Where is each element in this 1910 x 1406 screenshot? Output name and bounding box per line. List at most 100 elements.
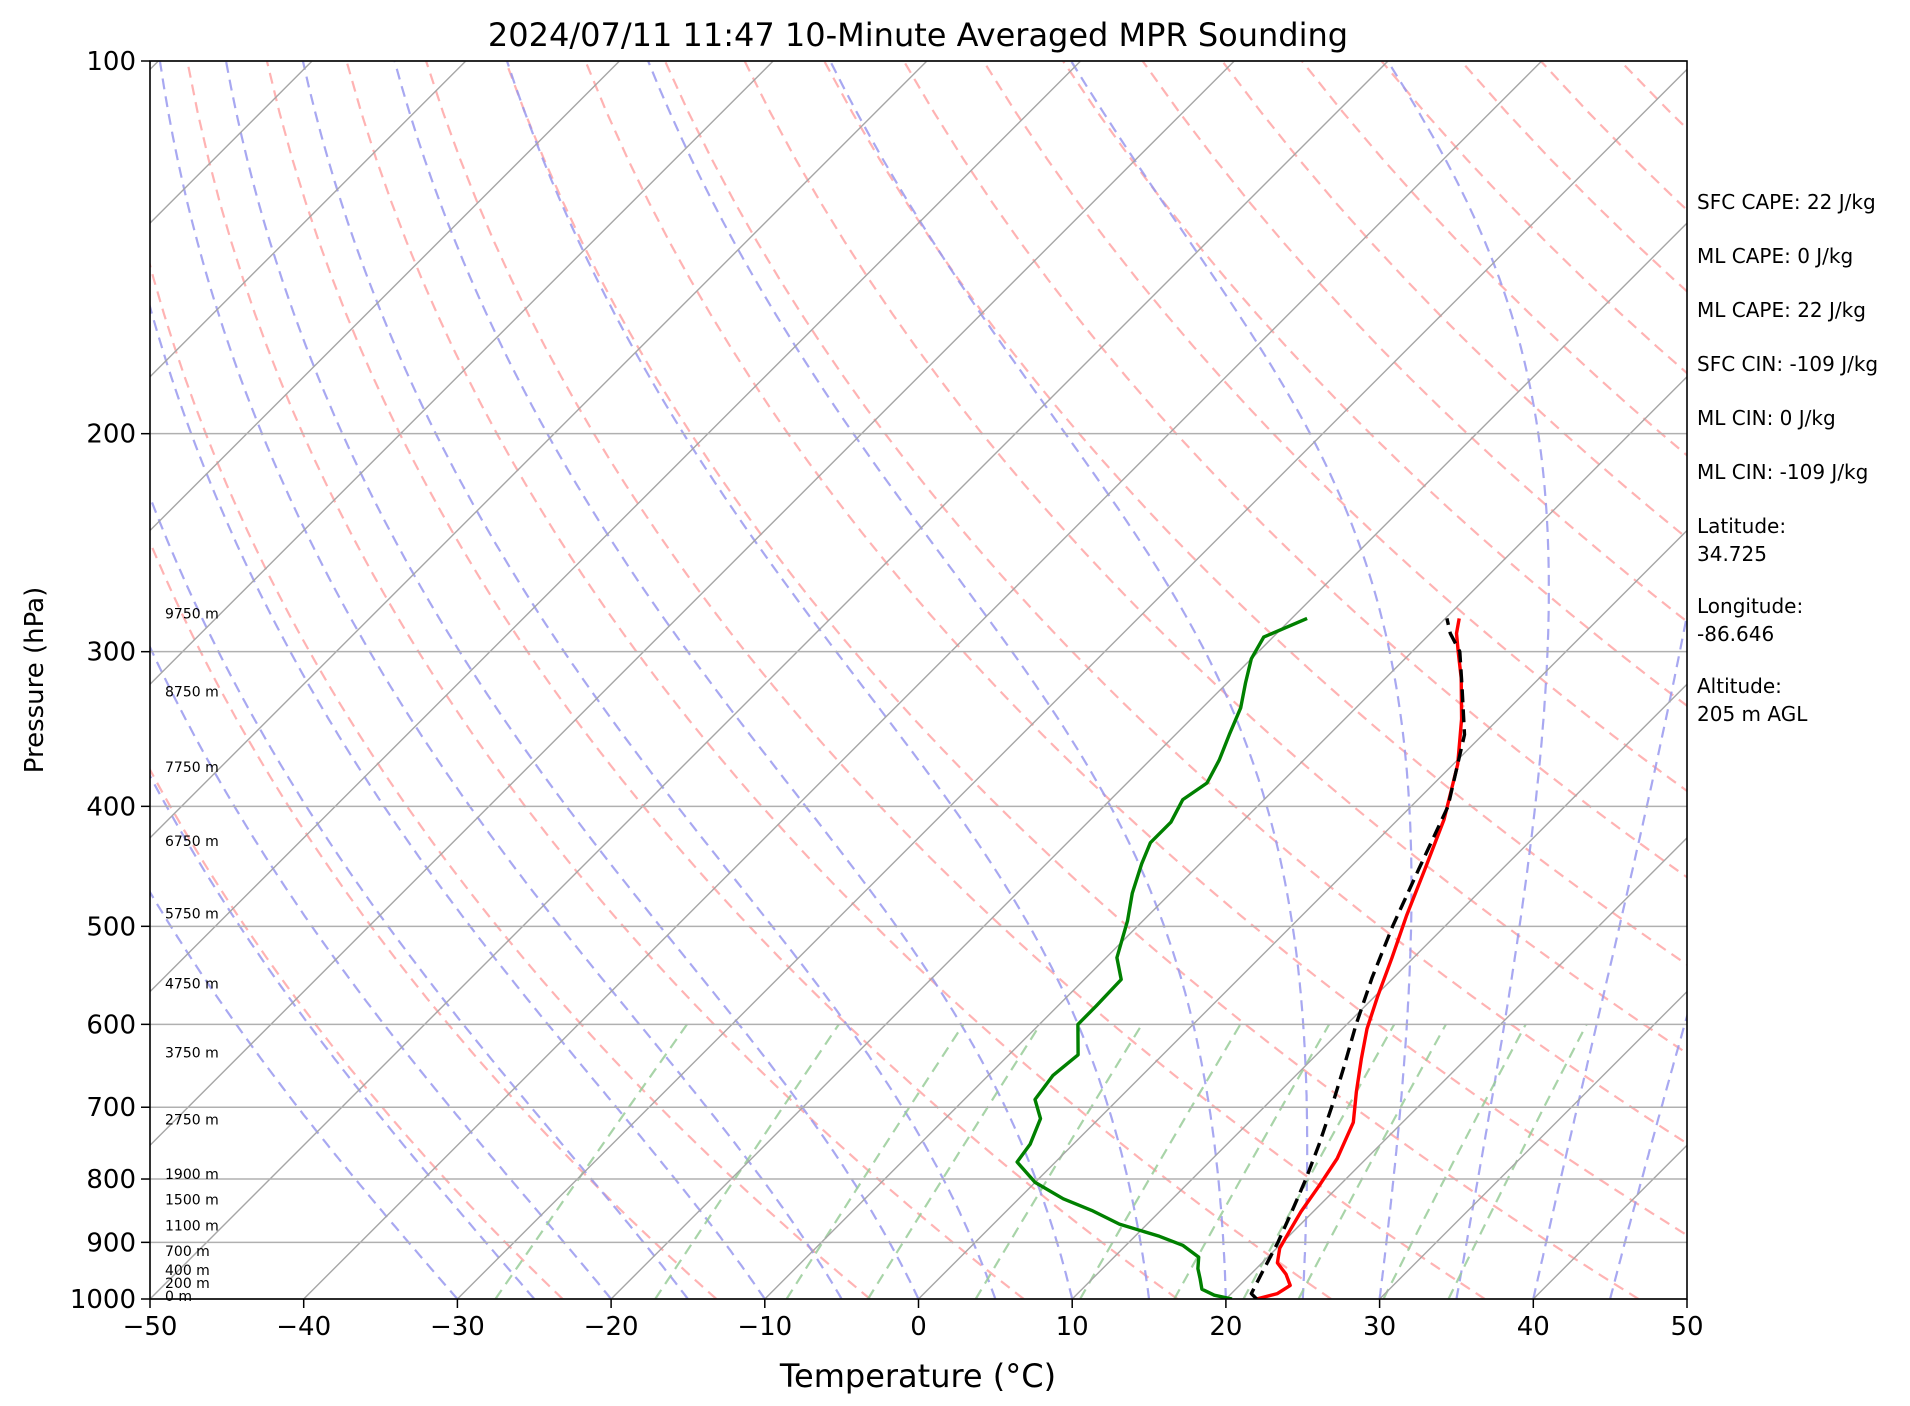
height-label: 400 m xyxy=(165,1263,210,1279)
annotation-text: SFC CIN: -109 J/kg xyxy=(1697,352,1878,376)
moist-adiabat xyxy=(647,61,1227,1299)
height-label: 6750 m xyxy=(165,834,219,850)
height-label: 1500 m xyxy=(165,1193,219,1209)
annotation-text: SFC CAPE: 22 J/kg xyxy=(1697,190,1876,214)
dry-adiabat xyxy=(150,261,871,1299)
x-tick-label: 30 xyxy=(1363,1312,1396,1342)
dry-adiabat xyxy=(982,61,1687,793)
moist-adiabat xyxy=(301,61,997,1299)
x-tick-label: −30 xyxy=(430,1312,485,1342)
mixing-ratio-line xyxy=(974,1023,1143,1299)
y-tick-label: 200 xyxy=(86,420,136,450)
y-axis-ticks: 1000 900 800 700 600 500 400 300 200 100 xyxy=(70,47,150,1315)
x-tick-label: −50 xyxy=(123,1312,178,1342)
dry-adiabat xyxy=(584,61,1687,1237)
moist-adiabat xyxy=(150,890,459,1299)
dry-adiabat xyxy=(743,61,1687,1055)
annotation-text: ML CIN: 0 J/kg xyxy=(1697,406,1836,430)
y-tick-label: 400 xyxy=(86,792,136,822)
chart-title: 2024/07/11 11:47 10-Minute Averaged MPR … xyxy=(488,16,1348,54)
height-label: 200 m xyxy=(165,1276,210,1292)
moist-adiabat xyxy=(1609,1012,1687,1299)
isotherm xyxy=(1379,990,1687,1299)
x-axis-ticks: −50 −40 −30 −20 −10 0 10 20 30 40 50 xyxy=(123,1299,1704,1342)
y-tick-label: 1000 xyxy=(70,1285,136,1315)
moist-adiabat xyxy=(158,61,843,1299)
isotherm xyxy=(150,61,1235,1147)
y-tick-label: 300 xyxy=(86,638,136,668)
height-label: 700 m xyxy=(165,1244,210,1260)
annotation-text: Longitude: xyxy=(1697,594,1803,618)
y-tick-label: 600 xyxy=(86,1010,136,1040)
mixing-ratio-line xyxy=(1079,1023,1242,1299)
isotherm xyxy=(764,375,1687,1299)
x-tick-label: −40 xyxy=(276,1312,331,1342)
x-tick-label: 0 xyxy=(910,1312,927,1342)
x-tick-label: 10 xyxy=(1056,1312,1089,1342)
dry-adiabat xyxy=(1062,61,1687,708)
mixing-ratio-line xyxy=(867,1023,1042,1299)
x-tick-label: 40 xyxy=(1517,1312,1550,1342)
y-tick-label: 900 xyxy=(86,1228,136,1258)
isotherm xyxy=(1071,683,1687,1299)
annotation-text: ML CAPE: 0 J/kg xyxy=(1697,244,1853,268)
isotherm xyxy=(1225,836,1687,1299)
annotation-text: 205 m AGL xyxy=(1697,702,1808,726)
x-tick-label: −10 xyxy=(737,1312,792,1342)
dry-adiabat xyxy=(823,61,1687,966)
dry-adiabat xyxy=(186,61,1025,1299)
height-label: 1100 m xyxy=(165,1218,219,1234)
isotherm xyxy=(150,61,774,686)
moist-adiabat xyxy=(150,773,536,1299)
moist-adiabat xyxy=(150,644,612,1299)
height-label: 8750 m xyxy=(165,685,219,701)
isotherm xyxy=(150,61,620,532)
height-label: 4750 m xyxy=(165,976,219,992)
x-tick-label: 50 xyxy=(1670,1312,1703,1342)
temperature-line xyxy=(1256,618,1464,1299)
sounding-series xyxy=(1015,616,1467,1299)
moist-adiabat xyxy=(505,61,1151,1299)
height-label: 5750 m xyxy=(165,907,219,923)
moist-adiabat xyxy=(1532,609,1687,1299)
y-tick-label: 700 xyxy=(86,1093,136,1123)
dry-adiabat xyxy=(150,539,718,1299)
dewpoint-line xyxy=(1015,616,1308,1299)
isotherm xyxy=(918,529,1687,1299)
annotation-text: ML CAPE: 22 J/kg xyxy=(1697,298,1866,322)
isotherm xyxy=(150,61,1389,1299)
moist-adiabat xyxy=(1386,61,1550,1299)
background-lines xyxy=(150,61,1687,1299)
y-tick-label: 800 xyxy=(86,1165,136,1195)
parcel-line xyxy=(1249,618,1467,1299)
isotherm xyxy=(456,68,1687,1299)
x-tick-label: −20 xyxy=(584,1312,639,1342)
isotherm xyxy=(150,61,467,378)
dry-adiabat xyxy=(345,61,1332,1299)
moist-adiabat xyxy=(150,302,766,1299)
annotation-text: Altitude: xyxy=(1697,674,1782,698)
dry-adiabat xyxy=(265,61,1179,1299)
y-axis-label: Pressure (hPa) xyxy=(20,587,50,774)
height-label: 9750 m xyxy=(165,607,219,623)
annotation-text: -86.646 xyxy=(1697,622,1774,646)
x-tick-label: 20 xyxy=(1209,1312,1242,1342)
isotherm xyxy=(150,61,928,839)
annotation-text: ML CIN: -109 J/kg xyxy=(1697,460,1868,484)
isotherm xyxy=(610,222,1687,1299)
height-label: 2750 m xyxy=(165,1112,219,1128)
height-label: 7750 m xyxy=(165,760,219,776)
moist-adiabat xyxy=(150,494,689,1299)
moist-adiabat xyxy=(224,61,920,1299)
dry-adiabat xyxy=(663,61,1687,1145)
isotherm xyxy=(150,61,1082,993)
moist-adiabat xyxy=(829,61,1309,1299)
height-label: 1900 m xyxy=(165,1167,219,1183)
annotation-text: 34.725 xyxy=(1697,542,1767,566)
height-label: 0 m xyxy=(165,1289,192,1305)
height-label: 3750 m xyxy=(165,1046,219,1062)
y-tick-label: 500 xyxy=(86,912,136,942)
x-axis-label: Temperature (°C) xyxy=(779,1357,1056,1395)
